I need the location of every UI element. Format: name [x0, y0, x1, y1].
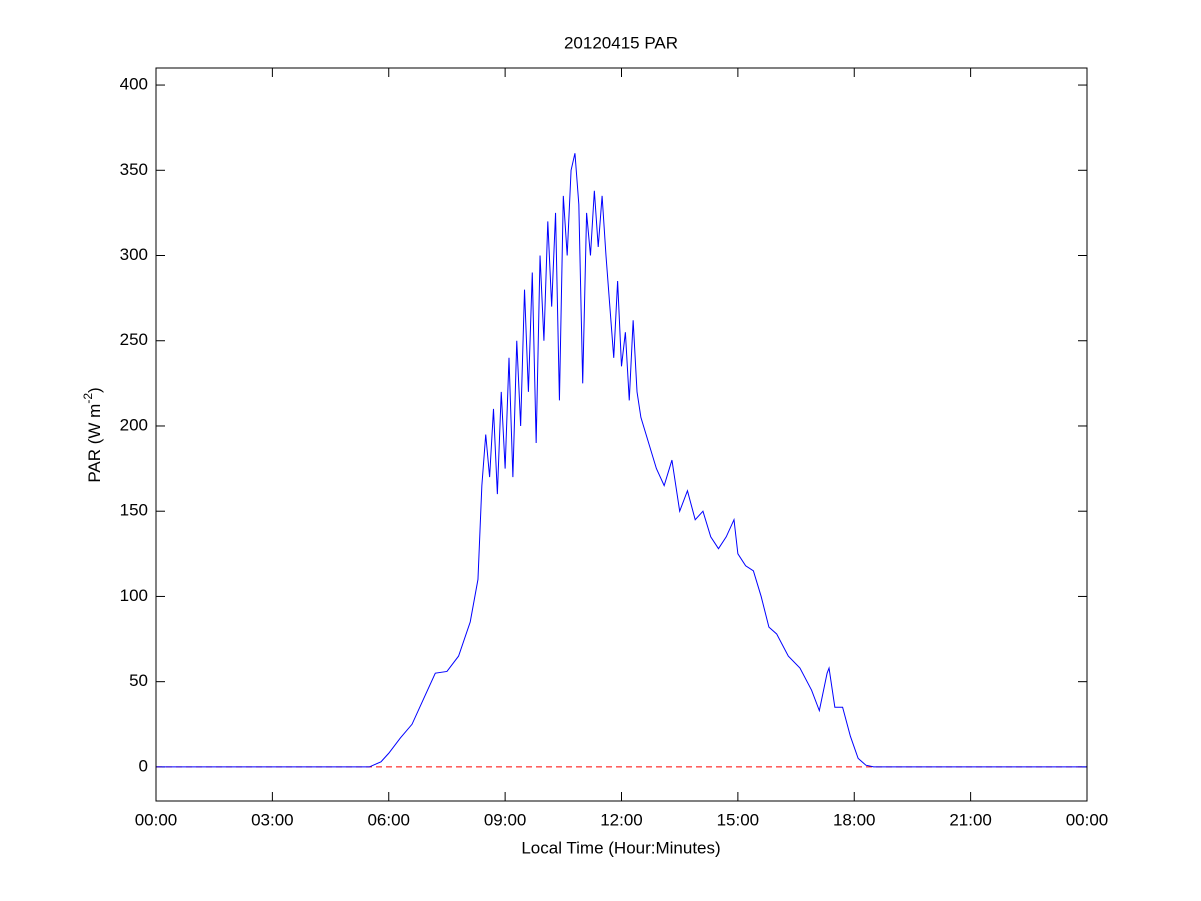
y-label-superscript: -2 [81, 393, 95, 404]
x-tick-label: 18:00 [833, 810, 876, 829]
y-label-text: PAR (W m [85, 404, 104, 483]
y-tick-label: 50 [129, 671, 148, 690]
y-tick-label: 250 [120, 330, 148, 349]
x-tick-label: 09:00 [484, 810, 527, 829]
y-label-suffix: ) [85, 387, 104, 393]
y-tick-label: 200 [120, 415, 148, 434]
y-axis-label: PAR (W m-2) [81, 387, 104, 482]
y-tick-label: 0 [139, 756, 148, 775]
x-tick-label: 06:00 [367, 810, 410, 829]
y-tick-label: 400 [120, 75, 148, 94]
y-tick-label: 150 [120, 501, 148, 520]
chart-title: 20120415 PAR [564, 33, 678, 52]
y-tick-label: 350 [120, 160, 148, 179]
x-tick-label: 00:00 [1066, 810, 1109, 829]
x-axis-label: Local Time (Hour:Minutes) [521, 838, 720, 857]
y-tick-label: 100 [120, 586, 148, 605]
x-tick-label: 03:00 [251, 810, 294, 829]
plot-frame [155, 67, 1088, 802]
x-tick-label: 00:00 [135, 810, 178, 829]
x-tick-label: 21:00 [949, 810, 992, 829]
x-tick-label: 15:00 [717, 810, 760, 829]
data-line [156, 153, 1087, 768]
x-tick-label: 12:00 [600, 810, 643, 829]
y-tick-label: 300 [120, 245, 148, 264]
